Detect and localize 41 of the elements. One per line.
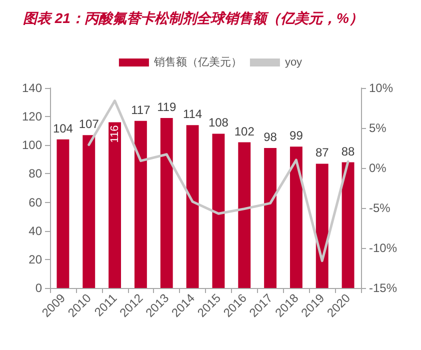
y-tick-label: 60 [28,195,42,210]
bar [342,162,354,288]
y-tick-label: 40 [28,224,42,238]
y-tick-label: 140 [22,81,42,95]
data-label: 107 [78,117,100,132]
data-label: 99 [290,128,304,143]
y2-tick-label: 10% [369,81,394,95]
bar [264,148,277,288]
data-label: 114 [182,107,202,122]
y-tick-label: 0 [35,281,42,295]
bar [316,164,328,288]
data-label: 87 [315,146,330,160]
data-label: 119 [157,100,177,114]
y2-tick-label: 5% [369,121,387,135]
data-label: 102 [234,124,255,138]
bar [134,120,147,288]
y-tick-label: 20 [28,252,42,266]
data-label: 88 [341,144,356,158]
y2-tick-label: -15% [369,281,398,295]
data-label: 98 [264,130,278,144]
data-label: 117 [131,102,151,117]
legend-label: yoy [284,56,303,68]
data-label: 108 [208,116,229,130]
data-label: 116 [108,125,121,143]
bar [82,135,96,288]
bar [56,139,70,288]
bar [238,142,251,288]
data-label: 104 [52,121,74,136]
bar [186,125,199,288]
y2-tick-label: 0% [369,161,387,175]
y-tick-label: 120 [22,110,42,124]
bar [160,118,173,288]
bar [212,134,225,288]
chart-title: 图表 21：丙酸氟替卡松制剂全球销售额（亿美元，%） [23,10,363,26]
legend-label: 销售额（亿美元） [152,56,242,68]
bar [108,122,122,288]
y-tick-label: 100 [22,138,42,152]
y-tick-label: 80 [28,166,42,181]
y2-tick-label: -5% [369,201,391,215]
bar [290,146,302,288]
y2-tick-label: -10% [369,241,398,255]
